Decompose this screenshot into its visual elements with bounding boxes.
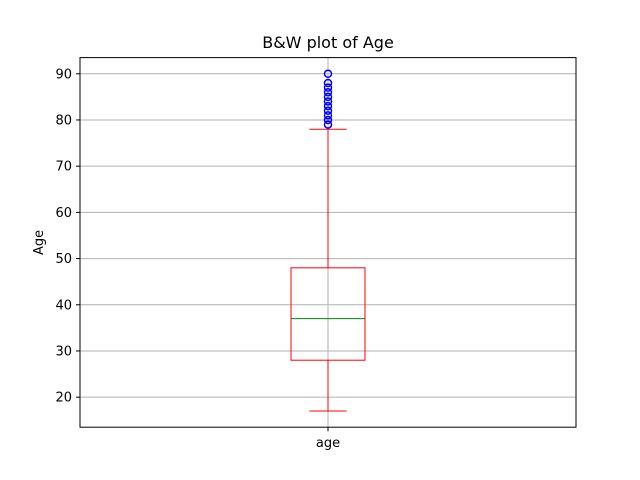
x-tick-label: age — [316, 436, 340, 451]
outlier-point — [323, 120, 333, 129]
outlier-point — [323, 92, 333, 102]
outlier-point — [323, 106, 333, 115]
outlier-point — [323, 115, 333, 125]
outlier-point — [323, 88, 333, 97]
y-tick-label: 30 — [55, 344, 72, 359]
outlier-point — [323, 78, 333, 88]
outlier-point — [323, 69, 333, 79]
y-axis-label: Age — [32, 230, 47, 255]
y-tick-label: 60 — [55, 206, 72, 221]
y-tick-label: 50 — [55, 252, 72, 267]
outlier-point — [323, 111, 333, 120]
iqr-box — [290, 267, 366, 361]
y-tick-label: 80 — [55, 113, 72, 128]
y-tick-label: 70 — [55, 160, 72, 175]
box-layer — [290, 69, 366, 412]
outlier-point — [323, 97, 333, 106]
chart-title: B&W plot of Age — [262, 33, 394, 52]
outlier-point — [323, 83, 333, 92]
y-tick-label: 90 — [55, 67, 72, 82]
axis-ticks: 20 30 40 50 60 70 80 90 age — [55, 67, 340, 451]
y-tick-label: 40 — [55, 298, 72, 313]
outlier-point — [323, 101, 333, 111]
y-tick-label: 20 — [55, 391, 72, 406]
